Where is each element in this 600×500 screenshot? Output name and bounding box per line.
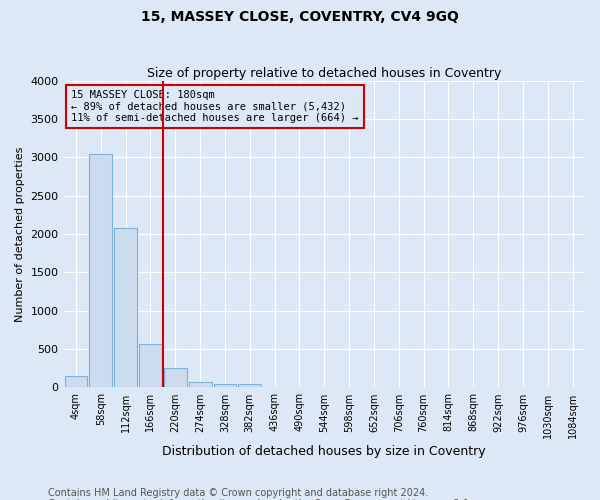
Text: 15 MASSEY CLOSE: 180sqm
← 89% of detached houses are smaller (5,432)
11% of semi: 15 MASSEY CLOSE: 180sqm ← 89% of detache…	[71, 90, 359, 123]
Bar	[164, 368, 187, 388]
Bar	[238, 384, 261, 388]
Bar	[114, 228, 137, 388]
Text: 15, MASSEY CLOSE, COVENTRY, CV4 9GQ: 15, MASSEY CLOSE, COVENTRY, CV4 9GQ	[141, 10, 459, 24]
Bar	[188, 382, 212, 388]
Bar	[65, 376, 88, 388]
Title: Size of property relative to detached houses in Coventry: Size of property relative to detached ho…	[147, 66, 502, 80]
X-axis label: Distribution of detached houses by size in Coventry: Distribution of detached houses by size …	[163, 444, 486, 458]
Text: Contains public sector information licensed under the Open Government Licence v3: Contains public sector information licen…	[48, 499, 472, 500]
Bar	[139, 344, 162, 388]
Y-axis label: Number of detached properties: Number of detached properties	[15, 146, 25, 322]
Text: Contains HM Land Registry data © Crown copyright and database right 2024.: Contains HM Land Registry data © Crown c…	[48, 488, 428, 498]
Bar	[214, 384, 236, 388]
Bar	[89, 154, 112, 388]
